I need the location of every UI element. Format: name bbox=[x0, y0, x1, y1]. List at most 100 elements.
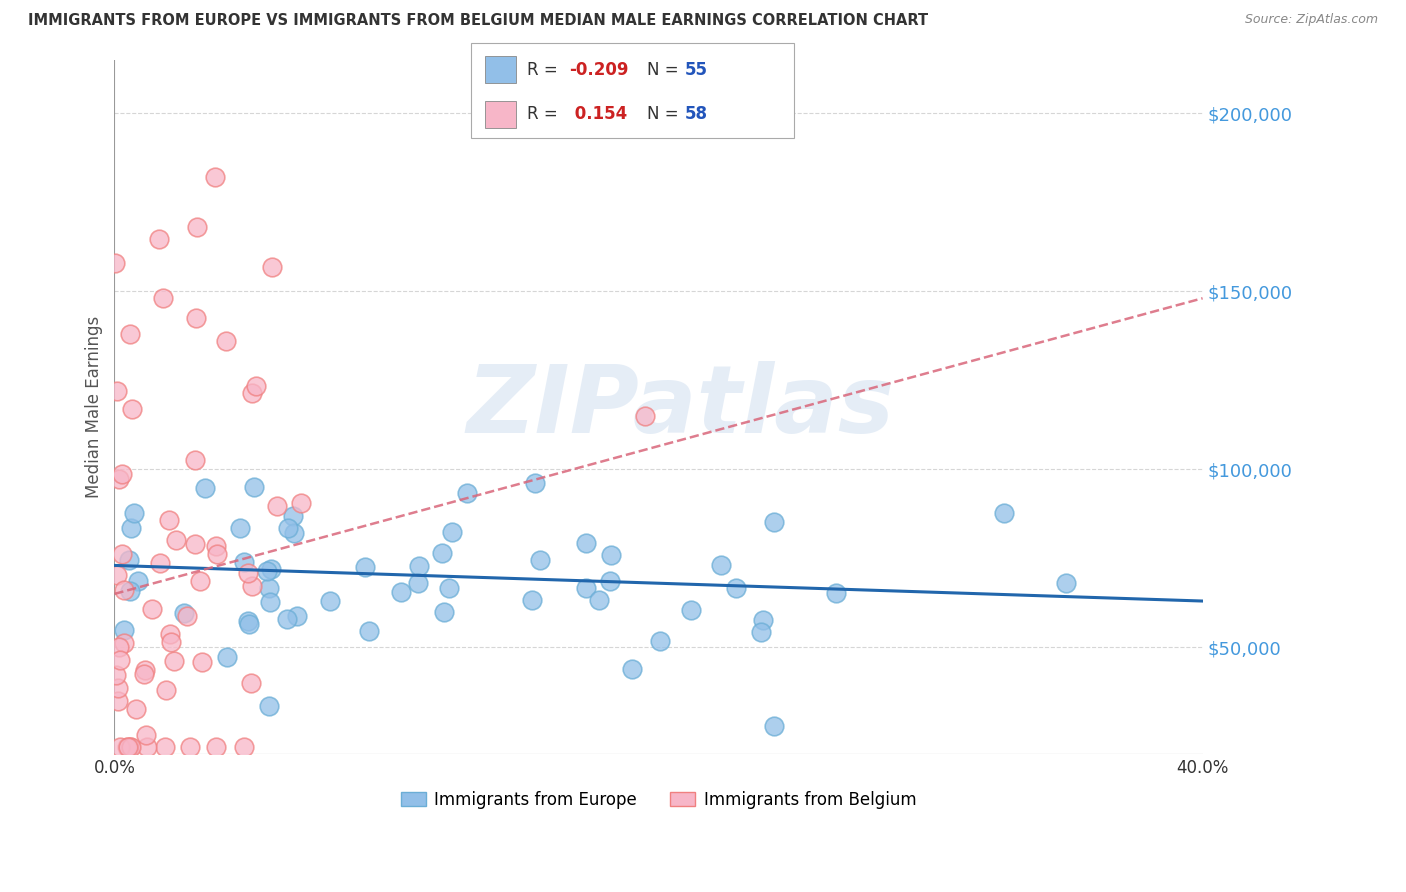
Point bbox=[105, 567, 128, 582]
Point bbox=[762, 719, 785, 733]
Point bbox=[240, 385, 263, 400]
Point bbox=[105, 384, 128, 398]
Point bbox=[277, 521, 299, 535]
Point bbox=[112, 582, 135, 597]
Point bbox=[107, 694, 129, 708]
Point bbox=[135, 728, 157, 742]
Point bbox=[118, 553, 141, 567]
Point bbox=[529, 552, 551, 566]
Point bbox=[236, 615, 259, 629]
Point bbox=[440, 525, 463, 540]
Text: ZIPatlas: ZIPatlas bbox=[467, 361, 894, 453]
Point bbox=[1054, 575, 1077, 590]
Point bbox=[105, 668, 128, 682]
Legend: Immigrants from Europe, Immigrants from Belgium: Immigrants from Europe, Immigrants from … bbox=[394, 784, 922, 815]
Point bbox=[256, 565, 278, 579]
Point bbox=[111, 467, 134, 482]
Point bbox=[389, 585, 412, 599]
Point bbox=[160, 634, 183, 648]
Text: N =: N = bbox=[647, 105, 683, 123]
Point bbox=[679, 603, 702, 617]
Point bbox=[176, 608, 198, 623]
Point bbox=[141, 602, 163, 616]
Point bbox=[190, 656, 212, 670]
Point bbox=[259, 562, 281, 576]
Point bbox=[456, 486, 478, 500]
Point bbox=[120, 740, 142, 755]
Text: IMMIGRANTS FROM EUROPE VS IMMIGRANTS FROM BELGIUM MEDIAN MALE EARNINGS CORRELATI: IMMIGRANTS FROM EUROPE VS IMMIGRANTS FRO… bbox=[28, 13, 928, 29]
Point bbox=[205, 740, 228, 755]
Point bbox=[650, 634, 672, 648]
Point bbox=[135, 740, 157, 755]
Point bbox=[408, 559, 430, 574]
Point bbox=[155, 740, 177, 755]
Point bbox=[762, 516, 785, 530]
Point bbox=[240, 676, 263, 690]
Point bbox=[749, 624, 772, 639]
Point bbox=[110, 547, 132, 561]
Point bbox=[166, 533, 188, 548]
Point bbox=[104, 255, 127, 269]
Point bbox=[725, 582, 748, 596]
Point bbox=[406, 576, 429, 591]
Point bbox=[184, 537, 207, 551]
Point bbox=[186, 220, 208, 235]
Point bbox=[439, 582, 461, 596]
Point bbox=[120, 326, 142, 341]
Point bbox=[118, 584, 141, 599]
Point bbox=[108, 471, 131, 485]
Point bbox=[217, 649, 239, 664]
Point bbox=[121, 402, 143, 417]
Point bbox=[149, 556, 172, 570]
Point bbox=[122, 506, 145, 520]
Point bbox=[112, 623, 135, 637]
Point bbox=[229, 521, 252, 535]
Point bbox=[259, 595, 281, 609]
Point bbox=[825, 586, 848, 600]
Point bbox=[266, 500, 288, 514]
Point bbox=[205, 539, 228, 553]
Point bbox=[125, 702, 148, 716]
Point bbox=[163, 654, 186, 668]
Point bbox=[238, 566, 260, 581]
Point bbox=[634, 409, 657, 423]
Point bbox=[134, 667, 156, 681]
Point bbox=[599, 574, 621, 589]
Point bbox=[117, 740, 139, 755]
Point bbox=[575, 582, 598, 596]
Point bbox=[204, 170, 226, 185]
Point bbox=[108, 640, 131, 654]
Point bbox=[110, 653, 132, 667]
Point bbox=[121, 521, 143, 535]
Text: R =: R = bbox=[527, 105, 564, 123]
Point bbox=[207, 547, 229, 561]
Point bbox=[257, 698, 280, 713]
Point bbox=[276, 612, 298, 626]
Point bbox=[283, 526, 305, 541]
Text: 0.154: 0.154 bbox=[569, 105, 627, 123]
Point bbox=[318, 594, 340, 608]
Text: Source: ZipAtlas.com: Source: ZipAtlas.com bbox=[1244, 13, 1378, 27]
Y-axis label: Median Male Earnings: Median Male Earnings bbox=[86, 316, 103, 498]
Point bbox=[245, 379, 267, 393]
Text: R =: R = bbox=[527, 61, 564, 78]
Point bbox=[588, 593, 610, 607]
Point bbox=[240, 579, 263, 593]
Point bbox=[148, 231, 170, 245]
Point bbox=[600, 548, 623, 562]
Point bbox=[238, 617, 260, 632]
Point bbox=[179, 740, 201, 755]
Point bbox=[354, 560, 377, 574]
Point bbox=[184, 452, 207, 467]
Point bbox=[433, 605, 456, 619]
Point bbox=[430, 546, 453, 560]
Point bbox=[173, 607, 195, 621]
Point bbox=[290, 496, 312, 510]
Point bbox=[112, 636, 135, 650]
Point bbox=[233, 740, 256, 755]
Point bbox=[152, 291, 174, 305]
Point bbox=[522, 593, 544, 607]
Point bbox=[107, 681, 129, 695]
Point bbox=[108, 740, 131, 755]
Point bbox=[188, 574, 211, 588]
